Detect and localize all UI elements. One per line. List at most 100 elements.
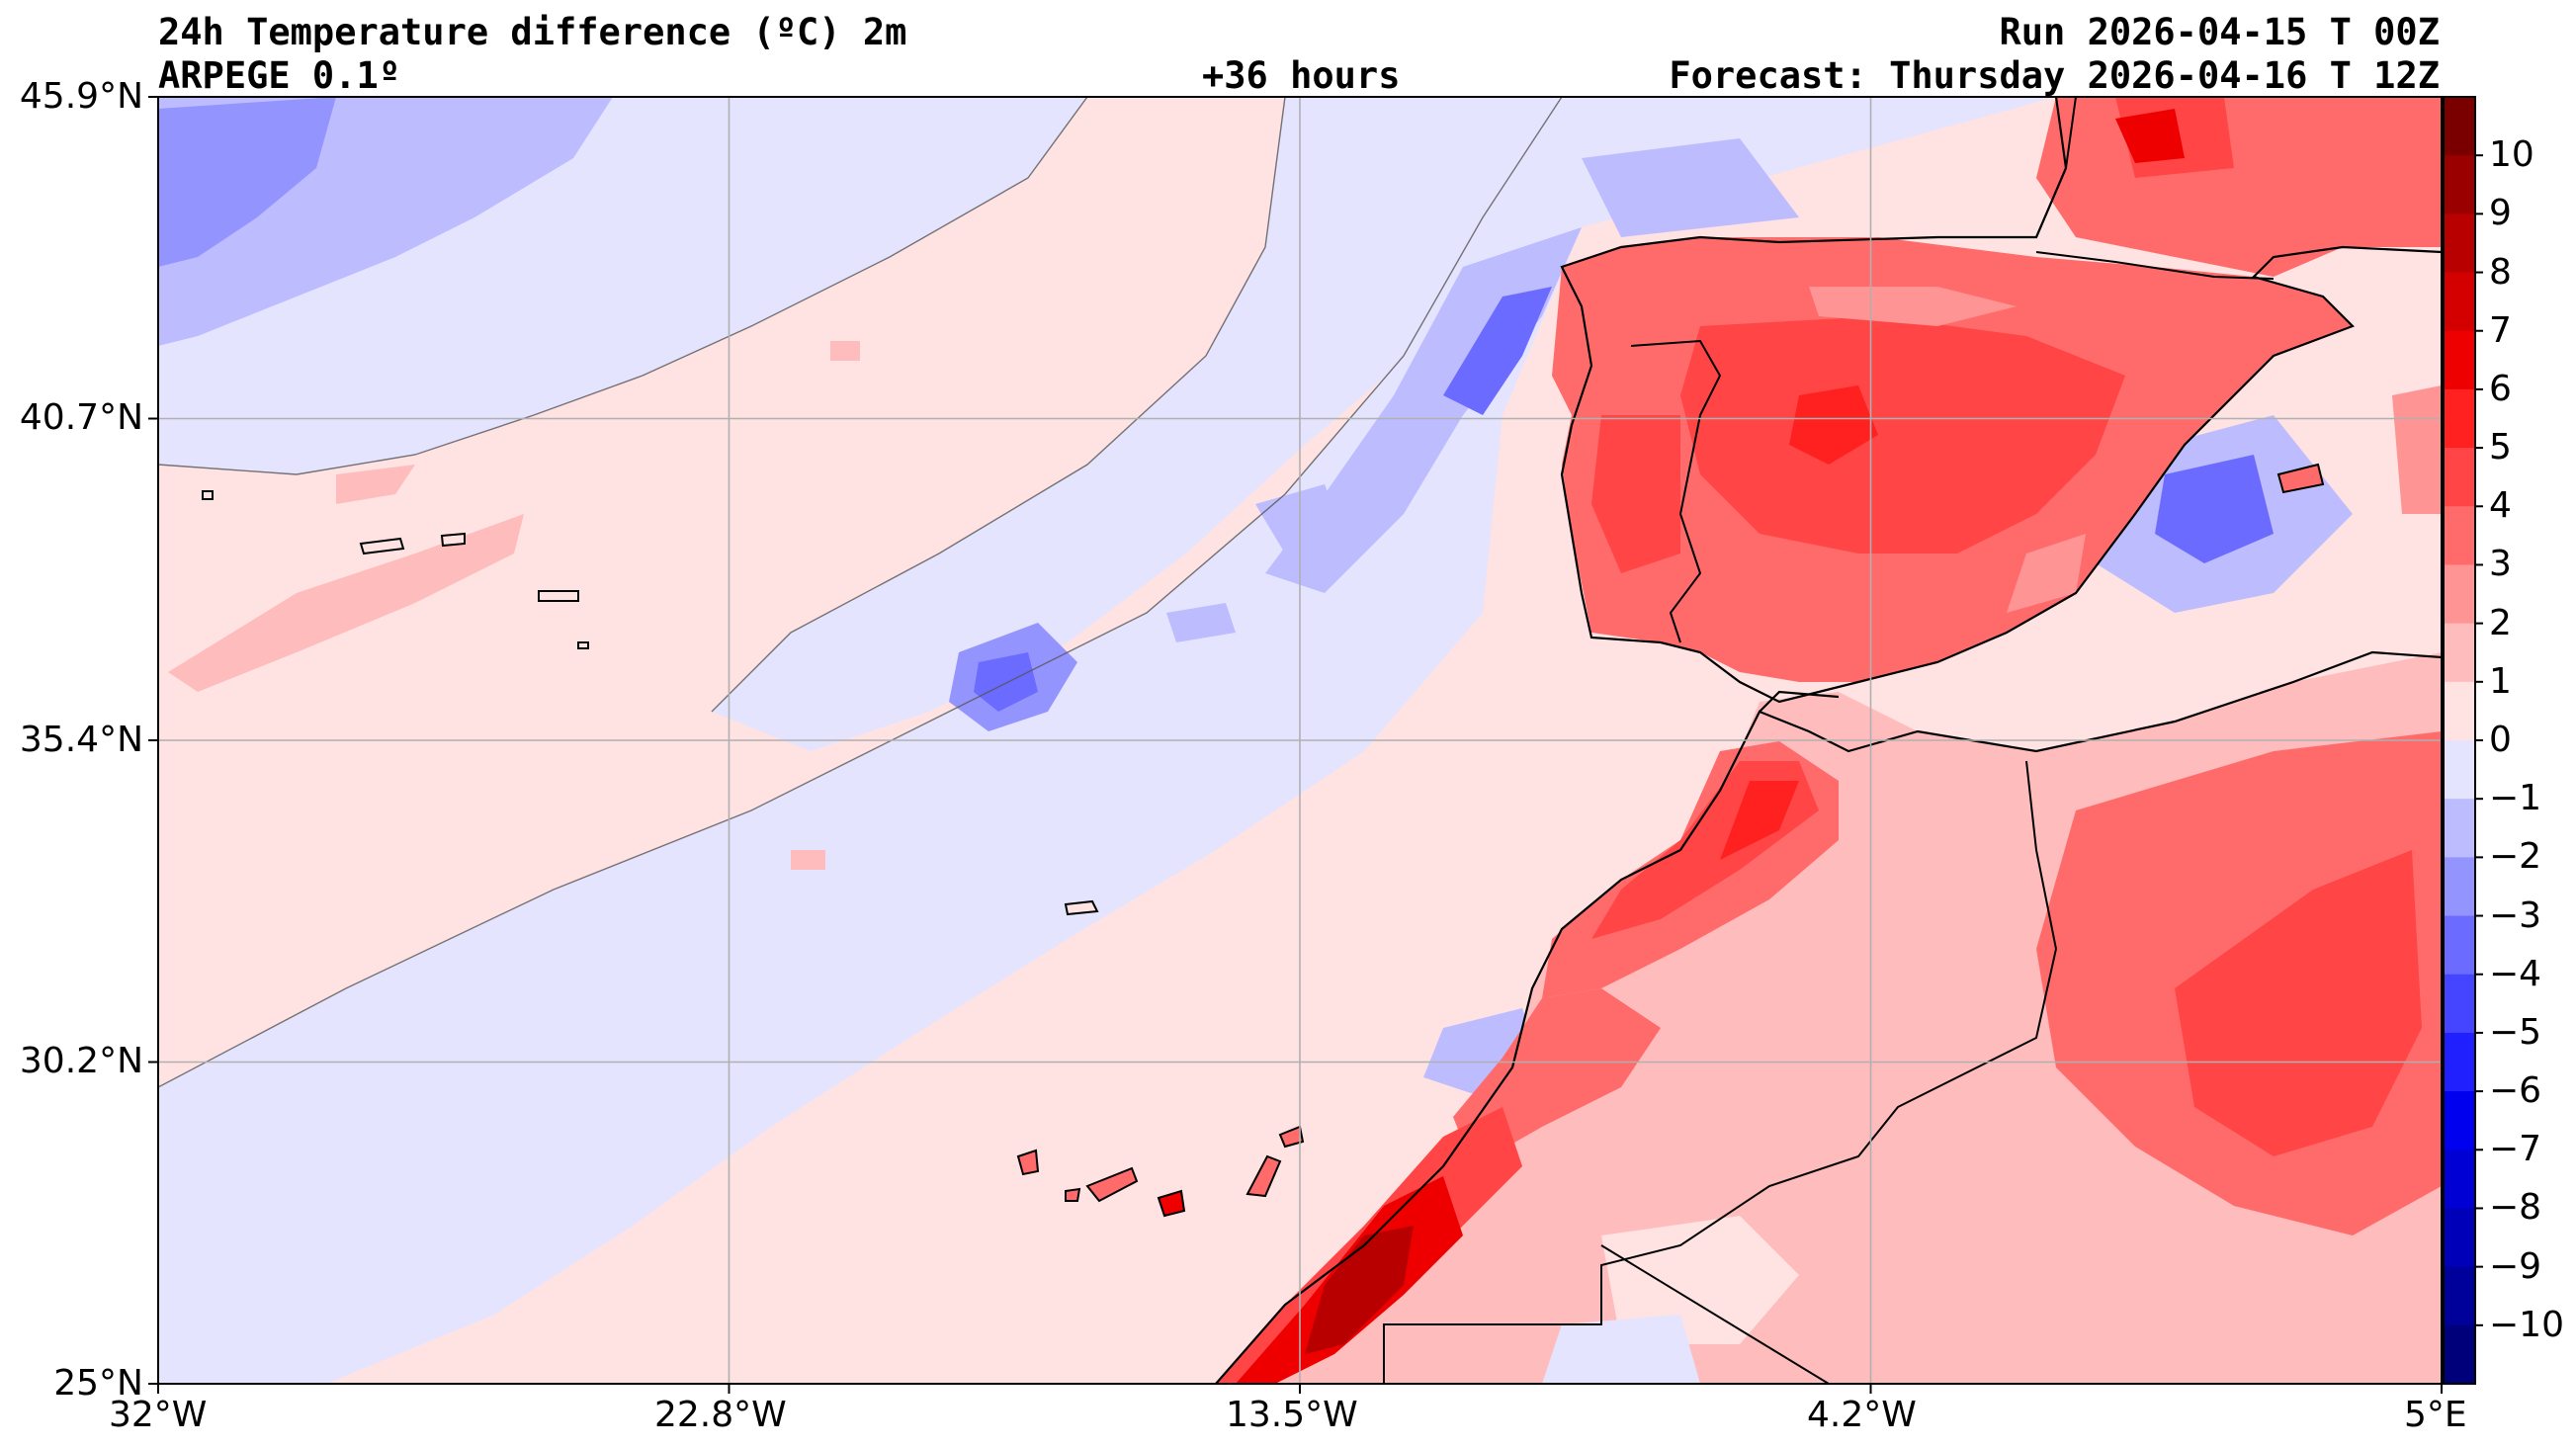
colorbar-tick-label: −5 <box>2489 1011 2542 1053</box>
colorbar-bin <box>2444 1266 2475 1326</box>
france-east-border <box>2035 97 2077 238</box>
colorbar-bin <box>2444 272 2475 332</box>
lat-label-45-9: 45.9°N <box>19 76 143 117</box>
zero-contours <box>158 97 1563 1088</box>
algeria-mali-border <box>1600 1244 1830 1384</box>
colorbar-bin <box>2444 681 2475 741</box>
title-right-1: Run 2026-04-15 T 00Z <box>1999 11 2440 53</box>
lat-label-30-2: 30.2°N <box>19 1041 143 1081</box>
colorbar-tick-label: −4 <box>2489 953 2542 994</box>
graticule <box>158 97 2442 1384</box>
axis-ticks <box>148 96 2443 1394</box>
canary-island-1 <box>1016 1149 1040 1176</box>
colorbar-tick-label: 1 <box>2489 660 2512 702</box>
algeria-hotter <box>2175 850 2422 1156</box>
colorbar-bin <box>2444 155 2475 214</box>
colorbar-tick-label: −1 <box>2489 778 2542 819</box>
baleares <box>2276 463 2325 494</box>
lon-label-5e: 5°E <box>2404 1395 2467 1435</box>
colorbar-bin <box>2444 506 2475 565</box>
colorbar-tick-label: 6 <box>2489 368 2512 409</box>
title-left-2: ARPEGE 0.1º <box>158 54 401 97</box>
colorbar-tick-label: 4 <box>2489 485 2512 527</box>
azores-1 <box>359 537 405 555</box>
coastlines <box>1215 97 2442 1384</box>
colorbar-bin <box>2444 857 2475 917</box>
coastal-cold-streak-core <box>1443 287 1552 415</box>
france-hot-core <box>2115 109 2185 163</box>
colorbar-bin <box>2444 740 2475 800</box>
colorbar-bin <box>2444 1324 2475 1385</box>
iberia-hot-1 <box>1680 316 2125 554</box>
colorbar-tick-label: 2 <box>2489 602 2512 643</box>
borders <box>1383 97 2275 1384</box>
colorbar-bin <box>2444 974 2475 1034</box>
africa-coast <box>1215 650 2442 1384</box>
colorbar-tick-label: 5 <box>2489 427 2512 468</box>
colorbar-bin <box>2444 97 2475 156</box>
colorbar-bin <box>2444 1208 2475 1268</box>
canary-island-5 <box>1245 1154 1282 1198</box>
azores-2 <box>440 532 466 548</box>
biscay-cold <box>1582 138 1799 237</box>
colorbar-tick-label: 10 <box>2489 134 2534 176</box>
france-spain-border <box>2035 251 2275 280</box>
colorbar-tick-label: −3 <box>2489 894 2542 936</box>
cold-patch-1-core <box>974 652 1038 712</box>
gibraltar-strait-coast <box>1759 690 1840 713</box>
azores-4 <box>202 490 214 500</box>
colorbar-tick-label: 3 <box>2489 544 2512 585</box>
colorbar-tick-label: −8 <box>2489 1187 2542 1229</box>
positive-ocean-patches <box>168 341 860 870</box>
colorbar-bin <box>2444 213 2475 274</box>
title-left-1: 24h Temperature difference (ºC) 2m <box>158 11 907 53</box>
lon-label-13-5w: 13.5°W <box>1226 1395 1358 1435</box>
title-center: +36 hours <box>1202 54 1401 97</box>
colorbar-bin <box>2444 564 2475 625</box>
sardinia-area <box>2392 385 2442 514</box>
canary-island-2 <box>1065 1187 1081 1202</box>
lat-label-25: 25°N <box>53 1363 143 1404</box>
iberia-hot-3 <box>1789 385 1878 465</box>
colorbar <box>2443 96 2483 1385</box>
colorbar-tick-label: −6 <box>2489 1070 2542 1112</box>
iberia-coast <box>1560 97 2442 704</box>
morocco-core <box>1720 781 1799 860</box>
warm-patch-1 <box>168 514 524 692</box>
colorbar-tick-label: −7 <box>2489 1129 2542 1170</box>
colorbar-bin <box>2444 1032 2475 1092</box>
central-cold-band <box>712 97 1562 751</box>
sahara-mild <box>1601 1216 1799 1344</box>
colorbar-bin <box>2444 448 2475 507</box>
warm-patch-4 <box>791 850 825 870</box>
lat-label-35-4: 35.4°N <box>19 720 143 760</box>
canary-island-3 <box>1085 1166 1139 1203</box>
canary-island-4 <box>1157 1189 1186 1218</box>
azores-5 <box>577 641 589 649</box>
canary-island-6 <box>1278 1125 1305 1149</box>
portugal-spain-border <box>1630 339 1722 643</box>
sahara-cool <box>1542 1315 1700 1384</box>
lon-label-4-2w: 4.2°W <box>1807 1395 1917 1435</box>
colorbar-bin <box>2444 1150 2475 1209</box>
colorbar-tick-label: 8 <box>2489 251 2512 293</box>
map-field <box>158 97 2442 1384</box>
lat-label-40-7: 40.7°N <box>19 397 143 438</box>
cold-patch-3 <box>1166 603 1236 642</box>
islands <box>202 463 2325 1218</box>
colorbar-bin <box>2444 388 2475 449</box>
north-africa-warm <box>1216 652 2442 1384</box>
colorbar-tick-label: 7 <box>2489 309 2512 351</box>
lon-label-22-8w: 22.8°W <box>654 1395 787 1435</box>
iberia-mild-1 <box>1809 287 2017 326</box>
mediterranean-cold-core <box>2155 455 2274 563</box>
azores-3 <box>538 590 579 602</box>
colorbar-bin <box>2444 330 2475 390</box>
colorbar-bin <box>2444 799 2475 858</box>
iberia-mild-2 <box>2007 534 2086 613</box>
madeira <box>1064 899 1099 916</box>
iberia-warm <box>1552 97 2442 682</box>
warm-patch-2 <box>336 465 415 504</box>
title-right-2: Forecast: Thursday 2026-04-16 T 12Z <box>1669 54 2440 97</box>
